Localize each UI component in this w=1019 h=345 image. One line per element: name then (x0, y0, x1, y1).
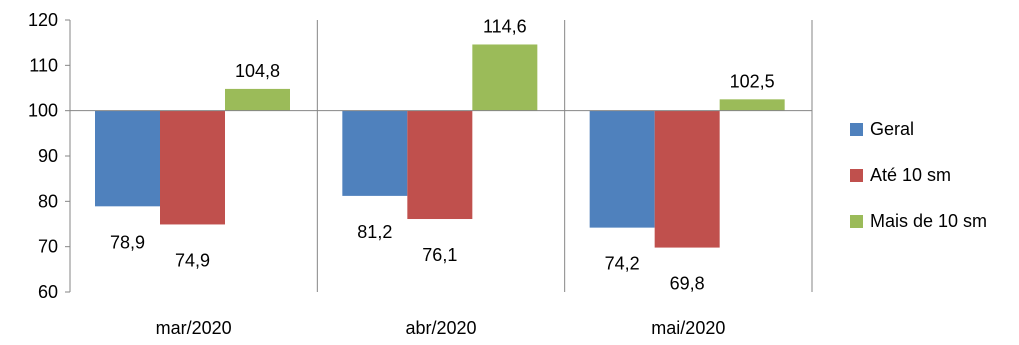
data-label: 74,9 (175, 250, 210, 270)
bar-mais-de-10-sm (719, 99, 785, 111)
data-label: 114,6 (483, 16, 527, 36)
legend: Geral Até 10 sm Mais de 10 sm (850, 119, 987, 231)
bar-geral (589, 110, 655, 228)
data-label: 76,1 (422, 245, 457, 265)
data-label: 104,8 (235, 61, 280, 81)
x-category-label: mar/2020 (156, 318, 232, 338)
data-label: 102,5 (730, 71, 775, 91)
y-tick-label: 80 (38, 191, 58, 211)
y-tick-label: 90 (38, 146, 58, 166)
legend-swatch (850, 123, 863, 136)
y-tick-label: 110 (29, 55, 58, 75)
legend-swatch (850, 169, 863, 182)
data-label: 78,9 (110, 232, 145, 252)
bar-at-10-sm (407, 110, 473, 220)
data-label: 81,2 (357, 222, 392, 242)
bar-at-10-sm (654, 110, 720, 248)
y-tick-label: 70 (38, 237, 58, 257)
legend-label: Até 10 sm (870, 165, 951, 185)
bar-geral (342, 110, 408, 196)
bar-geral (95, 110, 160, 207)
data-label: 74,2 (605, 254, 640, 274)
x-category-label: mai/2020 (651, 318, 725, 338)
legend-label: Geral (870, 119, 914, 139)
x-category-label: abr/2020 (405, 318, 476, 338)
legend-label: Mais de 10 sm (870, 211, 987, 231)
bar-mais-de-10-sm (225, 88, 290, 111)
bar-at-10-sm (160, 110, 225, 225)
legend-swatch (850, 215, 863, 228)
bars-layer (95, 44, 785, 248)
y-tick-label: 100 (28, 101, 58, 121)
y-tick-label: 60 (38, 282, 58, 302)
axes-layer: 60 70 80 90 100 110 120 mar/2020 abr/2020 mai/202… (28, 10, 813, 338)
data-labels-layer: 78,9 74,9 104,8 81,2 76,1 114,6 74,2 69,8 102,5 (70, 16, 812, 294)
y-tick-label: 120 (28, 10, 58, 30)
bar-mais-de-10-sm (472, 44, 538, 111)
data-label: 69,8 (670, 274, 705, 294)
